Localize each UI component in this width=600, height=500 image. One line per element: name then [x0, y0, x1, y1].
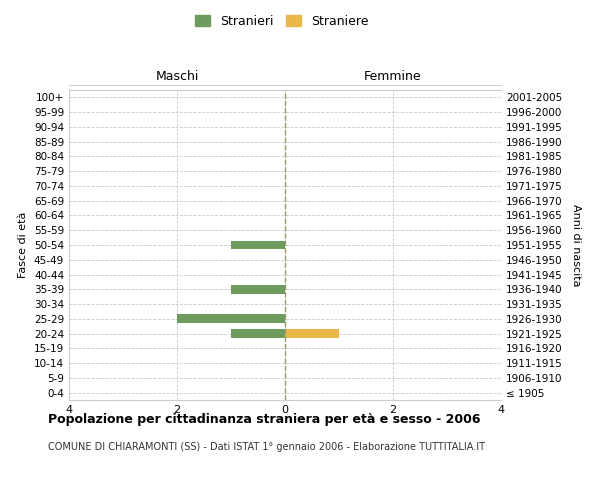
Text: Maschi: Maschi [155, 70, 199, 82]
Bar [285, 329, 339, 338]
Bar [231, 285, 285, 294]
Text: Popolazione per cittadinanza straniera per età e sesso - 2006: Popolazione per cittadinanza straniera p… [48, 412, 481, 426]
Y-axis label: Fasce di età: Fasce di età [19, 212, 28, 278]
Bar [177, 314, 285, 323]
Y-axis label: Anni di nascita: Anni di nascita [571, 204, 581, 286]
Text: COMUNE DI CHIARAMONTI (SS) - Dati ISTAT 1° gennaio 2006 - Elaborazione TUTTITALI: COMUNE DI CHIARAMONTI (SS) - Dati ISTAT … [48, 442, 485, 452]
Bar [231, 240, 285, 250]
Bar [231, 329, 285, 338]
Legend: Stranieri, Straniere: Stranieri, Straniere [191, 11, 373, 32]
Text: Femmine: Femmine [364, 70, 422, 82]
